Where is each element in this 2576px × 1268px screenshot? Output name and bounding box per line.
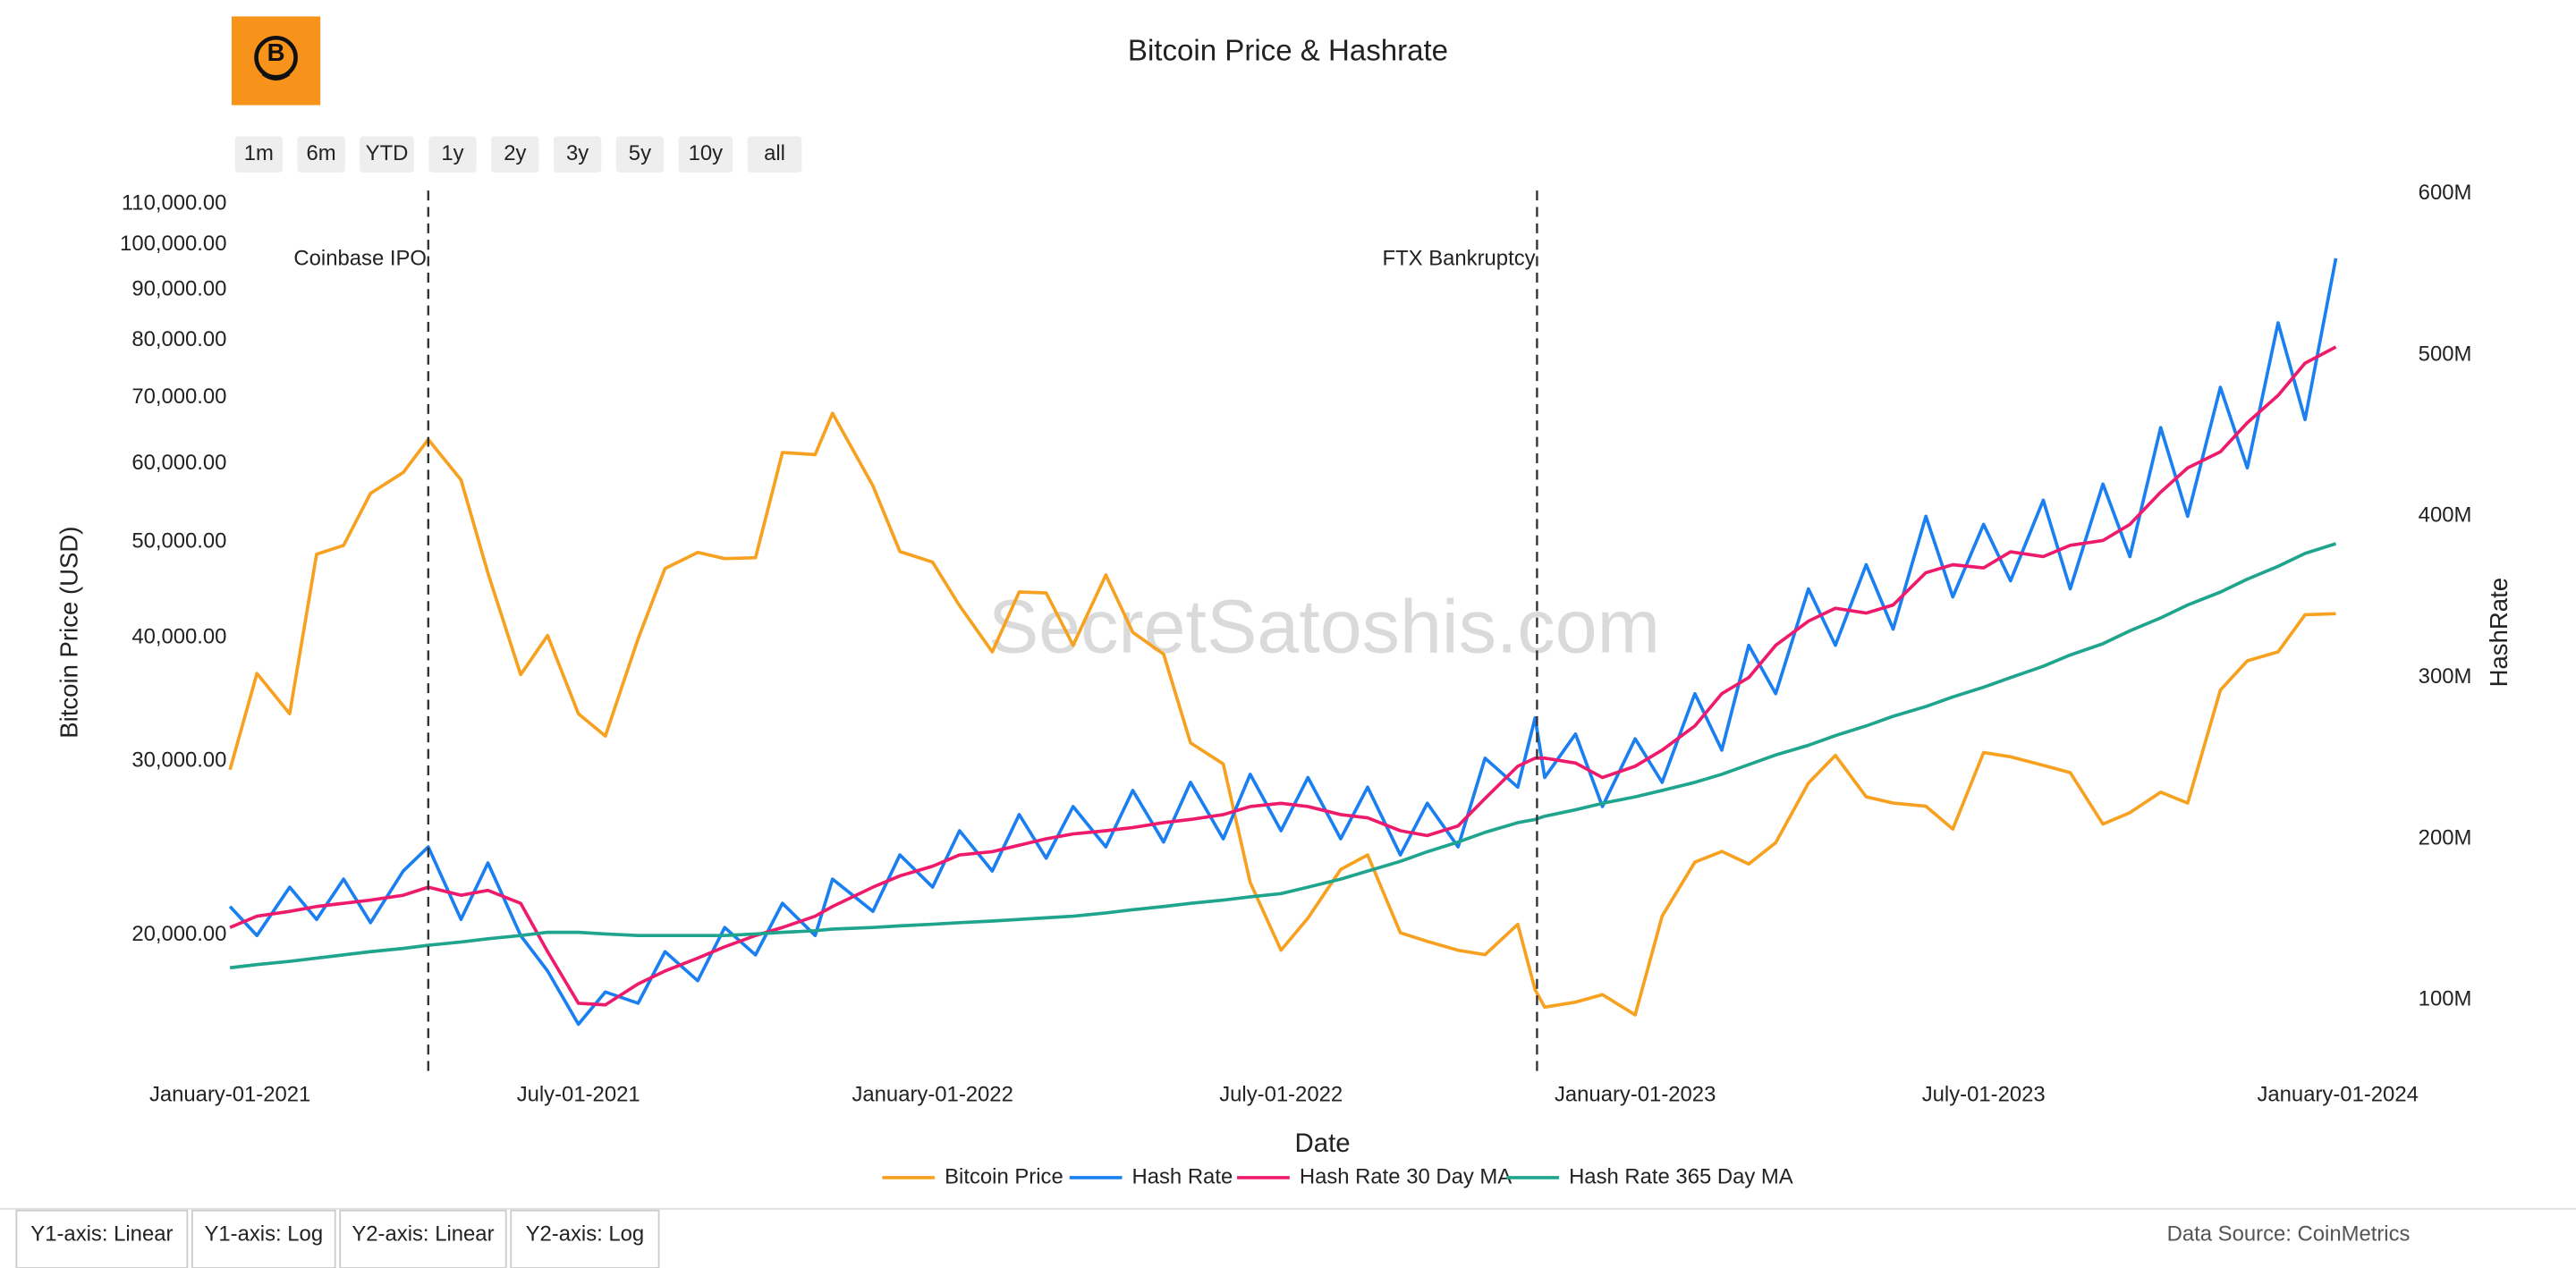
axis-button[interactable]: Y2-axis: Linear <box>339 1209 507 1268</box>
button-bg[interactable] <box>360 136 414 173</box>
y-tick-label: 20,000.00 <box>131 922 226 946</box>
axis-button[interactable]: Y2-axis: Log <box>510 1209 660 1268</box>
y2-tick-label: 500M <box>2419 342 2472 366</box>
x-tick-label: January-01-2022 <box>852 1082 1013 1106</box>
y2-axis-label: HashRate <box>2485 578 2512 688</box>
button-label[interactable]: 5y <box>629 141 651 165</box>
button-bg[interactable] <box>234 136 283 173</box>
button-label[interactable]: Y1-axis: Log <box>204 1222 323 1247</box>
button-label[interactable]: Y1-axis: Linear <box>30 1222 173 1247</box>
x-axis-label: Date <box>1295 1129 1351 1158</box>
range-button[interactable]: 1y <box>428 136 477 173</box>
y-tick-label: 60,000.00 <box>131 451 226 475</box>
button-bg[interactable] <box>678 136 733 173</box>
y2-tick-label: 400M <box>2419 503 2472 528</box>
range-button[interactable]: 5y <box>615 136 665 173</box>
button-bg[interactable] <box>297 136 345 173</box>
y-tick-label: 70,000.00 <box>131 385 226 409</box>
range-button[interactable]: all <box>747 136 802 173</box>
y-tick-label: 50,000.00 <box>131 528 226 553</box>
chart-title: Bitcoin Price & Hashrate <box>1128 35 1448 68</box>
data-source: Data Source: CoinMetrics <box>2167 1222 2411 1247</box>
y-tick-label: 100,000.00 <box>120 232 226 256</box>
button-label[interactable]: YTD <box>366 141 409 165</box>
annotation-label: Coinbase IPO <box>293 247 427 271</box>
button-label[interactable]: 10y <box>689 141 724 165</box>
x-tick-label: January-01-2023 <box>1555 1082 1716 1106</box>
button-bg[interactable] <box>747 136 802 173</box>
annotation-label: FTX Bankruptcy <box>1383 247 1536 271</box>
range-button[interactable]: 6m <box>297 136 345 173</box>
y2-tick-label: 100M <box>2419 987 2472 1011</box>
x-tick-label: January-01-2024 <box>2257 1082 2418 1106</box>
y2-tick-label: 200M <box>2419 825 2472 850</box>
svg-text:B: B <box>267 38 285 66</box>
button-label[interactable]: 1m <box>244 141 274 165</box>
y-tick-label: 110,000.00 <box>122 190 227 215</box>
x-tick-label: July-01-2021 <box>517 1082 640 1106</box>
y-tick-label: 90,000.00 <box>131 277 226 301</box>
button-label[interactable]: Y2-axis: Log <box>526 1222 645 1247</box>
button-label[interactable]: all <box>764 141 785 165</box>
button-label[interactable]: 6m <box>307 141 336 165</box>
x-tick-label: July-01-2023 <box>1922 1082 2046 1106</box>
series-line <box>228 411 2336 1017</box>
x-tick-label: January-01-2021 <box>149 1082 310 1106</box>
legend-label: Hash Rate <box>1132 1164 1233 1188</box>
y-tick-label: 30,000.00 <box>131 748 226 772</box>
logo: B <box>231 16 321 106</box>
axis-button[interactable]: Y1-axis: Log <box>191 1209 336 1268</box>
y-tick-label: 40,000.00 <box>131 624 226 648</box>
watermark: SecretSatoshis.com <box>988 584 1660 668</box>
y-axis-label: Bitcoin Price (USD) <box>55 527 82 739</box>
button-bg[interactable] <box>553 136 602 173</box>
range-button[interactable]: 3y <box>553 136 602 173</box>
button-label[interactable]: 2y <box>504 141 526 165</box>
range-button[interactable]: 2y <box>491 136 539 173</box>
y2-tick-label: 600M <box>2419 181 2472 205</box>
axis-button[interactable]: Y1-axis: Linear <box>15 1209 189 1268</box>
legend-label: Hash Rate 30 Day MA <box>1300 1164 1512 1188</box>
button-label[interactable]: 3y <box>566 141 589 165</box>
button-label[interactable]: 1y <box>441 141 463 165</box>
button-bg[interactable] <box>428 136 477 173</box>
y2-tick-label: 300M <box>2419 664 2472 689</box>
button-bg[interactable] <box>491 136 539 173</box>
series-line <box>229 542 2337 970</box>
series-line <box>229 345 2337 1007</box>
range-button[interactable]: YTD <box>360 136 414 173</box>
range-button[interactable]: 1m <box>234 136 283 173</box>
range-button[interactable]: 10y <box>678 136 733 173</box>
button-bg[interactable] <box>339 1209 507 1268</box>
y-tick-label: 80,000.00 <box>131 327 226 351</box>
legend-label: Bitcoin Price <box>945 1164 1063 1188</box>
legend-label: Hash Rate 365 Day MA <box>1569 1164 1793 1188</box>
button-bg[interactable] <box>510 1209 660 1268</box>
button-bg[interactable] <box>615 136 665 173</box>
button-label[interactable]: Y2-axis: Linear <box>352 1222 494 1247</box>
x-tick-label: July-01-2022 <box>1219 1082 1343 1106</box>
